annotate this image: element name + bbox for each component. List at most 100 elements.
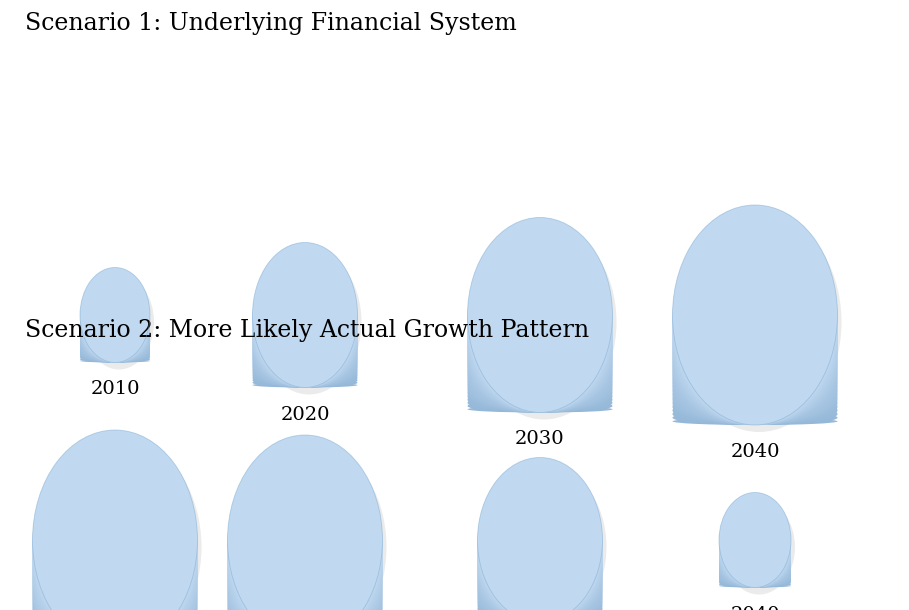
Ellipse shape	[467, 400, 613, 412]
Ellipse shape	[33, 591, 197, 610]
Ellipse shape	[673, 278, 837, 425]
Ellipse shape	[80, 306, 150, 362]
Ellipse shape	[719, 496, 791, 587]
Ellipse shape	[673, 307, 837, 425]
Ellipse shape	[227, 435, 383, 610]
Ellipse shape	[719, 578, 791, 587]
Ellipse shape	[227, 540, 383, 610]
Ellipse shape	[80, 353, 150, 362]
Ellipse shape	[719, 537, 791, 587]
Ellipse shape	[723, 500, 795, 595]
Ellipse shape	[33, 554, 197, 610]
Ellipse shape	[467, 289, 613, 412]
Ellipse shape	[80, 277, 150, 362]
Text: 2040: 2040	[730, 606, 780, 610]
Ellipse shape	[33, 437, 197, 610]
Ellipse shape	[253, 315, 357, 387]
Ellipse shape	[253, 301, 357, 387]
Ellipse shape	[33, 481, 197, 610]
Ellipse shape	[467, 231, 613, 412]
Ellipse shape	[253, 325, 357, 387]
Ellipse shape	[719, 518, 791, 587]
Ellipse shape	[227, 505, 383, 610]
Ellipse shape	[673, 293, 837, 425]
Ellipse shape	[253, 243, 357, 387]
Ellipse shape	[33, 430, 197, 610]
Ellipse shape	[467, 348, 613, 412]
Ellipse shape	[719, 547, 791, 587]
Ellipse shape	[673, 227, 837, 425]
Ellipse shape	[253, 291, 357, 387]
Ellipse shape	[253, 344, 357, 387]
Ellipse shape	[477, 595, 603, 610]
Ellipse shape	[467, 218, 613, 412]
Ellipse shape	[467, 321, 613, 412]
Ellipse shape	[719, 499, 791, 587]
Ellipse shape	[477, 468, 603, 610]
Ellipse shape	[33, 540, 197, 610]
Ellipse shape	[719, 527, 791, 587]
Ellipse shape	[33, 452, 197, 610]
Ellipse shape	[477, 512, 603, 610]
Ellipse shape	[467, 315, 613, 412]
Ellipse shape	[80, 359, 150, 362]
Ellipse shape	[719, 540, 791, 587]
Ellipse shape	[477, 490, 603, 610]
Ellipse shape	[253, 354, 357, 387]
Ellipse shape	[80, 331, 150, 362]
Ellipse shape	[719, 559, 791, 587]
Ellipse shape	[477, 507, 603, 610]
Ellipse shape	[253, 373, 357, 387]
Ellipse shape	[33, 569, 197, 610]
Ellipse shape	[676, 212, 842, 432]
Ellipse shape	[253, 262, 357, 387]
Ellipse shape	[227, 470, 383, 610]
Ellipse shape	[227, 568, 383, 610]
Ellipse shape	[673, 337, 837, 425]
Ellipse shape	[467, 270, 613, 412]
Ellipse shape	[33, 445, 197, 610]
Ellipse shape	[227, 449, 383, 610]
Ellipse shape	[253, 339, 357, 387]
Ellipse shape	[467, 367, 613, 412]
Ellipse shape	[253, 271, 357, 387]
Ellipse shape	[719, 562, 791, 587]
Ellipse shape	[253, 349, 357, 387]
Ellipse shape	[477, 551, 603, 610]
Ellipse shape	[719, 572, 791, 587]
Ellipse shape	[227, 519, 383, 610]
Ellipse shape	[253, 368, 357, 387]
Ellipse shape	[719, 569, 791, 587]
Ellipse shape	[477, 562, 603, 610]
Ellipse shape	[33, 474, 197, 610]
Ellipse shape	[477, 479, 603, 610]
Ellipse shape	[467, 250, 613, 412]
Ellipse shape	[467, 224, 613, 412]
Ellipse shape	[80, 296, 150, 362]
Ellipse shape	[673, 285, 837, 425]
Ellipse shape	[33, 562, 197, 610]
Ellipse shape	[673, 249, 837, 425]
Ellipse shape	[80, 350, 150, 362]
Ellipse shape	[253, 329, 357, 387]
Ellipse shape	[467, 256, 613, 412]
Ellipse shape	[33, 518, 197, 610]
Ellipse shape	[477, 584, 603, 610]
Ellipse shape	[33, 533, 197, 610]
Ellipse shape	[80, 340, 150, 362]
Ellipse shape	[467, 406, 613, 412]
Ellipse shape	[467, 276, 613, 412]
Ellipse shape	[80, 271, 150, 362]
Ellipse shape	[227, 596, 383, 610]
Ellipse shape	[227, 582, 383, 610]
Ellipse shape	[227, 442, 383, 610]
Ellipse shape	[253, 281, 357, 387]
Ellipse shape	[719, 531, 791, 587]
Ellipse shape	[80, 337, 150, 362]
Ellipse shape	[256, 249, 362, 395]
Ellipse shape	[253, 276, 357, 387]
Ellipse shape	[227, 491, 383, 610]
Ellipse shape	[80, 346, 150, 362]
Ellipse shape	[673, 411, 837, 425]
Ellipse shape	[80, 290, 150, 362]
